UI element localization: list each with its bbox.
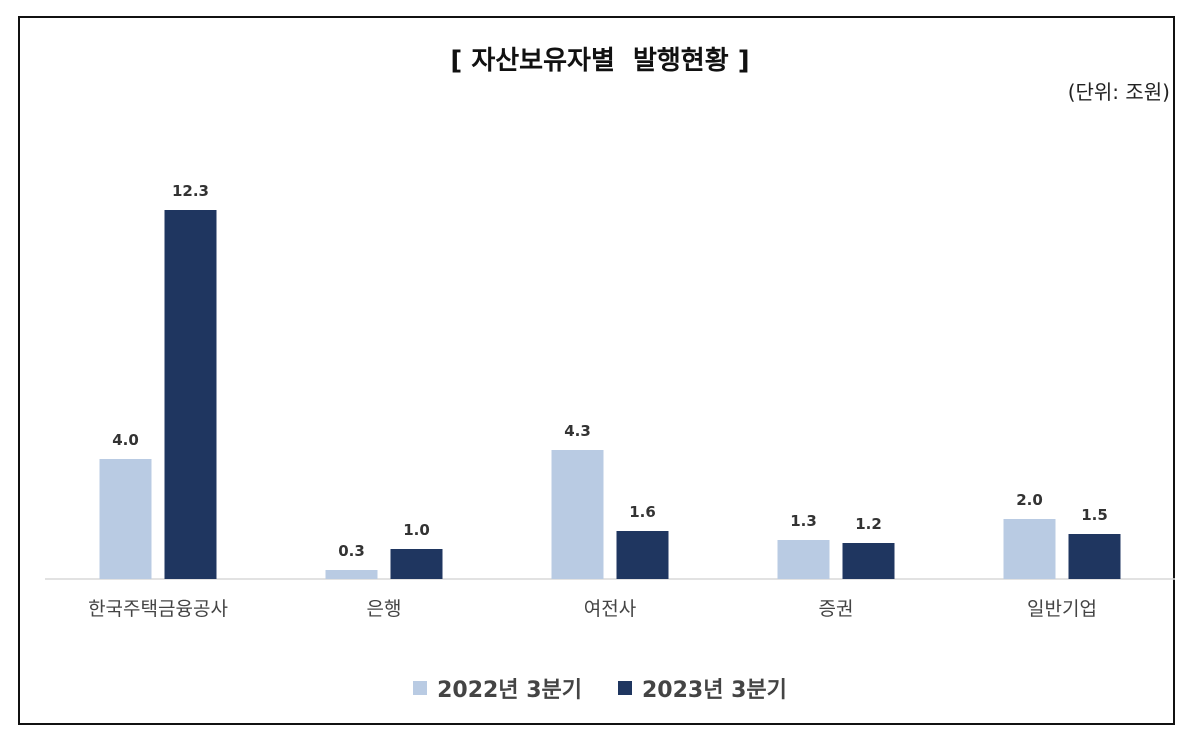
x-tick-label-1: 은행 xyxy=(367,598,402,620)
data-label-2023-4: 1.5 xyxy=(1081,506,1108,524)
legend-item-2022: 2022년 3분기 xyxy=(413,672,582,704)
bar-2022-0 xyxy=(99,459,152,579)
data-label-2022-4: 2.0 xyxy=(1016,491,1043,509)
legend-label-2023: 2023년 3분기 xyxy=(642,678,787,703)
data-label-2023-0: 12.3 xyxy=(172,182,209,200)
bar-2022-4 xyxy=(1003,519,1056,579)
data-label-2022-2: 4.3 xyxy=(564,422,591,440)
bar-2023-3 xyxy=(842,543,895,579)
data-label-2022-0: 4.0 xyxy=(112,431,139,449)
x-tick-label-3: 증권 xyxy=(819,598,854,620)
bar-2023-2 xyxy=(616,531,669,579)
legend: 2022년 3분기 2023년 3분기 xyxy=(0,672,1200,704)
bar-2022-2 xyxy=(551,450,604,579)
data-label-2023-1: 1.0 xyxy=(403,521,430,539)
data-label-2023-3: 1.2 xyxy=(855,515,882,533)
bar-2023-4 xyxy=(1068,534,1121,579)
x-tick-label-0: 한국주택금융공사 xyxy=(88,598,228,620)
unit-label: (단위: 조원) xyxy=(1067,80,1170,104)
legend-item-2023: 2023년 3분기 xyxy=(618,672,787,704)
bar-2022-1 xyxy=(325,570,378,579)
bar-2023-1 xyxy=(390,549,443,579)
legend-swatch-2023 xyxy=(618,681,632,695)
data-label-2023-2: 1.6 xyxy=(629,503,656,521)
bar-2022-3 xyxy=(777,540,830,579)
data-label-2022-3: 1.3 xyxy=(790,512,817,530)
x-tick-label-4: 일반기업 xyxy=(1027,598,1097,620)
x-tick-label-2: 여전사 xyxy=(584,598,636,620)
data-label-2022-1: 0.3 xyxy=(338,542,365,560)
legend-swatch-2022 xyxy=(413,681,428,695)
legend-label-2022: 2022년 3분기 xyxy=(437,678,582,703)
chart-title: [ 자산보유자별 발행현황 ] xyxy=(450,46,750,76)
bar-2023-0 xyxy=(164,210,217,579)
